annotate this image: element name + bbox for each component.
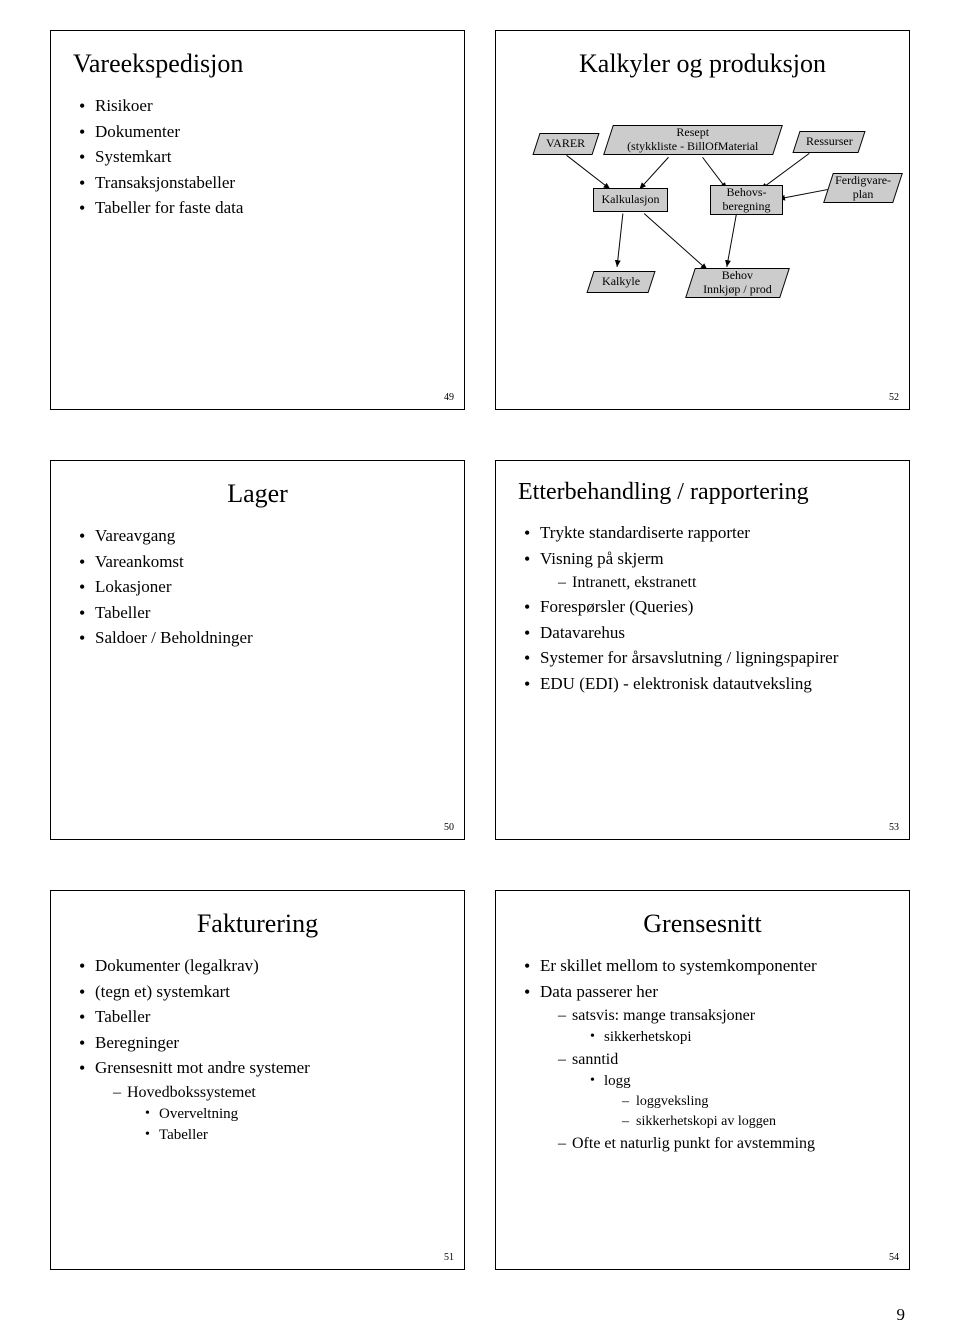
list-item: Trykte standardiserte rapporter: [524, 520, 887, 546]
bullet-list: Trykte standardiserte rapporter Visning …: [518, 520, 887, 696]
list-item: Dokumenter: [79, 119, 442, 145]
sub2-item: Tabeller: [145, 1125, 442, 1146]
list-item: Risikoer: [79, 93, 442, 119]
list-item: Grensesnitt mot andre systemer Hovedboks…: [79, 1055, 442, 1146]
slide-number: 54: [889, 1252, 899, 1263]
node-varer: VARER: [532, 133, 599, 155]
diagram-kalkyler: VARER Resept (stykkliste - BillOfMateria…: [518, 93, 887, 373]
sub2-item: sikkerhetskopi: [590, 1027, 887, 1048]
list-item: Systemer for årsavslutning / ligningspap…: [524, 645, 887, 671]
sub-item: Intranett, ekstranett: [558, 571, 887, 594]
node-behov: Behov Innkjøp / prod: [685, 268, 790, 298]
panel-title: Vareekspedisjon: [73, 49, 442, 79]
node-kalkyle: Kalkyle: [586, 271, 655, 293]
panel-fakturering: Fakturering Dokumenter (legalkrav) (tegn…: [50, 890, 465, 1270]
sub-item: Hovedbokssystemet Overveltning Tabeller: [113, 1081, 442, 1146]
slide-grid: Vareekspedisjon Risikoer Dokumenter Syst…: [50, 30, 910, 1270]
page-number: 9: [897, 1305, 906, 1325]
list-item: Saldoer / Beholdninger: [79, 625, 442, 651]
sub-item: satsvis: mange transaksjoner sikkerhetsk…: [558, 1004, 887, 1048]
panel-kalkyler: Kalkyler og produksjon: [495, 30, 910, 410]
panel-title: Fakturering: [73, 909, 442, 939]
list-item: (tegn et) systemkart: [79, 979, 442, 1005]
list-item: Dokumenter (legalkrav): [79, 953, 442, 979]
list-item: EDU (EDI) - elektronisk datautveksling: [524, 671, 887, 697]
bullet-list: Vareavgang Vareankomst Lokasjoner Tabell…: [73, 523, 442, 651]
bullet-list: Dokumenter (legalkrav) (tegn et) systemk…: [73, 953, 442, 1146]
panel-grensesnitt: Grensesnitt Er skillet mellom to systemk…: [495, 890, 910, 1270]
list-item: Transaksjonstabeller: [79, 170, 442, 196]
list-item: Lokasjoner: [79, 574, 442, 600]
list-item: Vareankomst: [79, 549, 442, 575]
slide-number: 51: [444, 1252, 454, 1263]
node-behovsberegning: Behovs- beregning: [710, 185, 783, 215]
sub3-item: sikkerhetskopi av loggen: [622, 1112, 887, 1132]
panel-title: Grensesnitt: [518, 909, 887, 939]
bullet-list: Risikoer Dokumenter Systemkart Transaksj…: [73, 93, 442, 221]
sub-item: sanntid logg loggveksling sikkerhetskopi…: [558, 1048, 887, 1131]
sub2-item: Overveltning: [145, 1104, 442, 1125]
list-item: Tabeller: [79, 1004, 442, 1030]
sub2-item: logg loggveksling sikkerhetskopi av logg…: [590, 1071, 887, 1131]
slide-number: 53: [889, 822, 899, 833]
panel-title: Etterbehandling / rapportering: [518, 479, 887, 506]
node-resept: Resept (stykkliste - BillOfMaterial: [608, 125, 778, 155]
list-item: Data passerer her satsvis: mange transak…: [524, 979, 887, 1155]
panel-lager: Lager Vareavgang Vareankomst Lokasjoner …: [50, 460, 465, 840]
node-ressurser: Ressurser: [792, 131, 865, 153]
list-item: Tabeller: [79, 600, 442, 626]
list-item: Visning på skjerm Intranett, ekstranett: [524, 546, 887, 595]
list-item: Forespørsler (Queries): [524, 594, 887, 620]
slide-number: 52: [889, 392, 899, 403]
panel-etterbehandling: Etterbehandling / rapportering Trykte st…: [495, 460, 910, 840]
slide-number: 50: [444, 822, 454, 833]
panel-title: Lager: [73, 479, 442, 509]
sub3-item: loggveksling: [622, 1092, 887, 1112]
node-kalkulasjon: Kalkulasjon: [593, 188, 668, 212]
bullet-list: Er skillet mellom to systemkomponenter D…: [518, 953, 887, 1155]
list-item: Vareavgang: [79, 523, 442, 549]
sub-item: Ofte et naturlig punkt for avstemming: [558, 1132, 887, 1155]
panel-title: Kalkyler og produksjon: [518, 49, 887, 79]
list-item: Tabeller for faste data: [79, 195, 442, 221]
list-item: Er skillet mellom to systemkomponenter: [524, 953, 887, 979]
panel-vareekspedisjon: Vareekspedisjon Risikoer Dokumenter Syst…: [50, 30, 465, 410]
list-item: Systemkart: [79, 144, 442, 170]
slide-number: 49: [444, 392, 454, 403]
list-item: Beregninger: [79, 1030, 442, 1056]
node-ferdigvareplan: Ferdigvare- plan: [823, 173, 903, 203]
list-item: Datavarehus: [524, 620, 887, 646]
